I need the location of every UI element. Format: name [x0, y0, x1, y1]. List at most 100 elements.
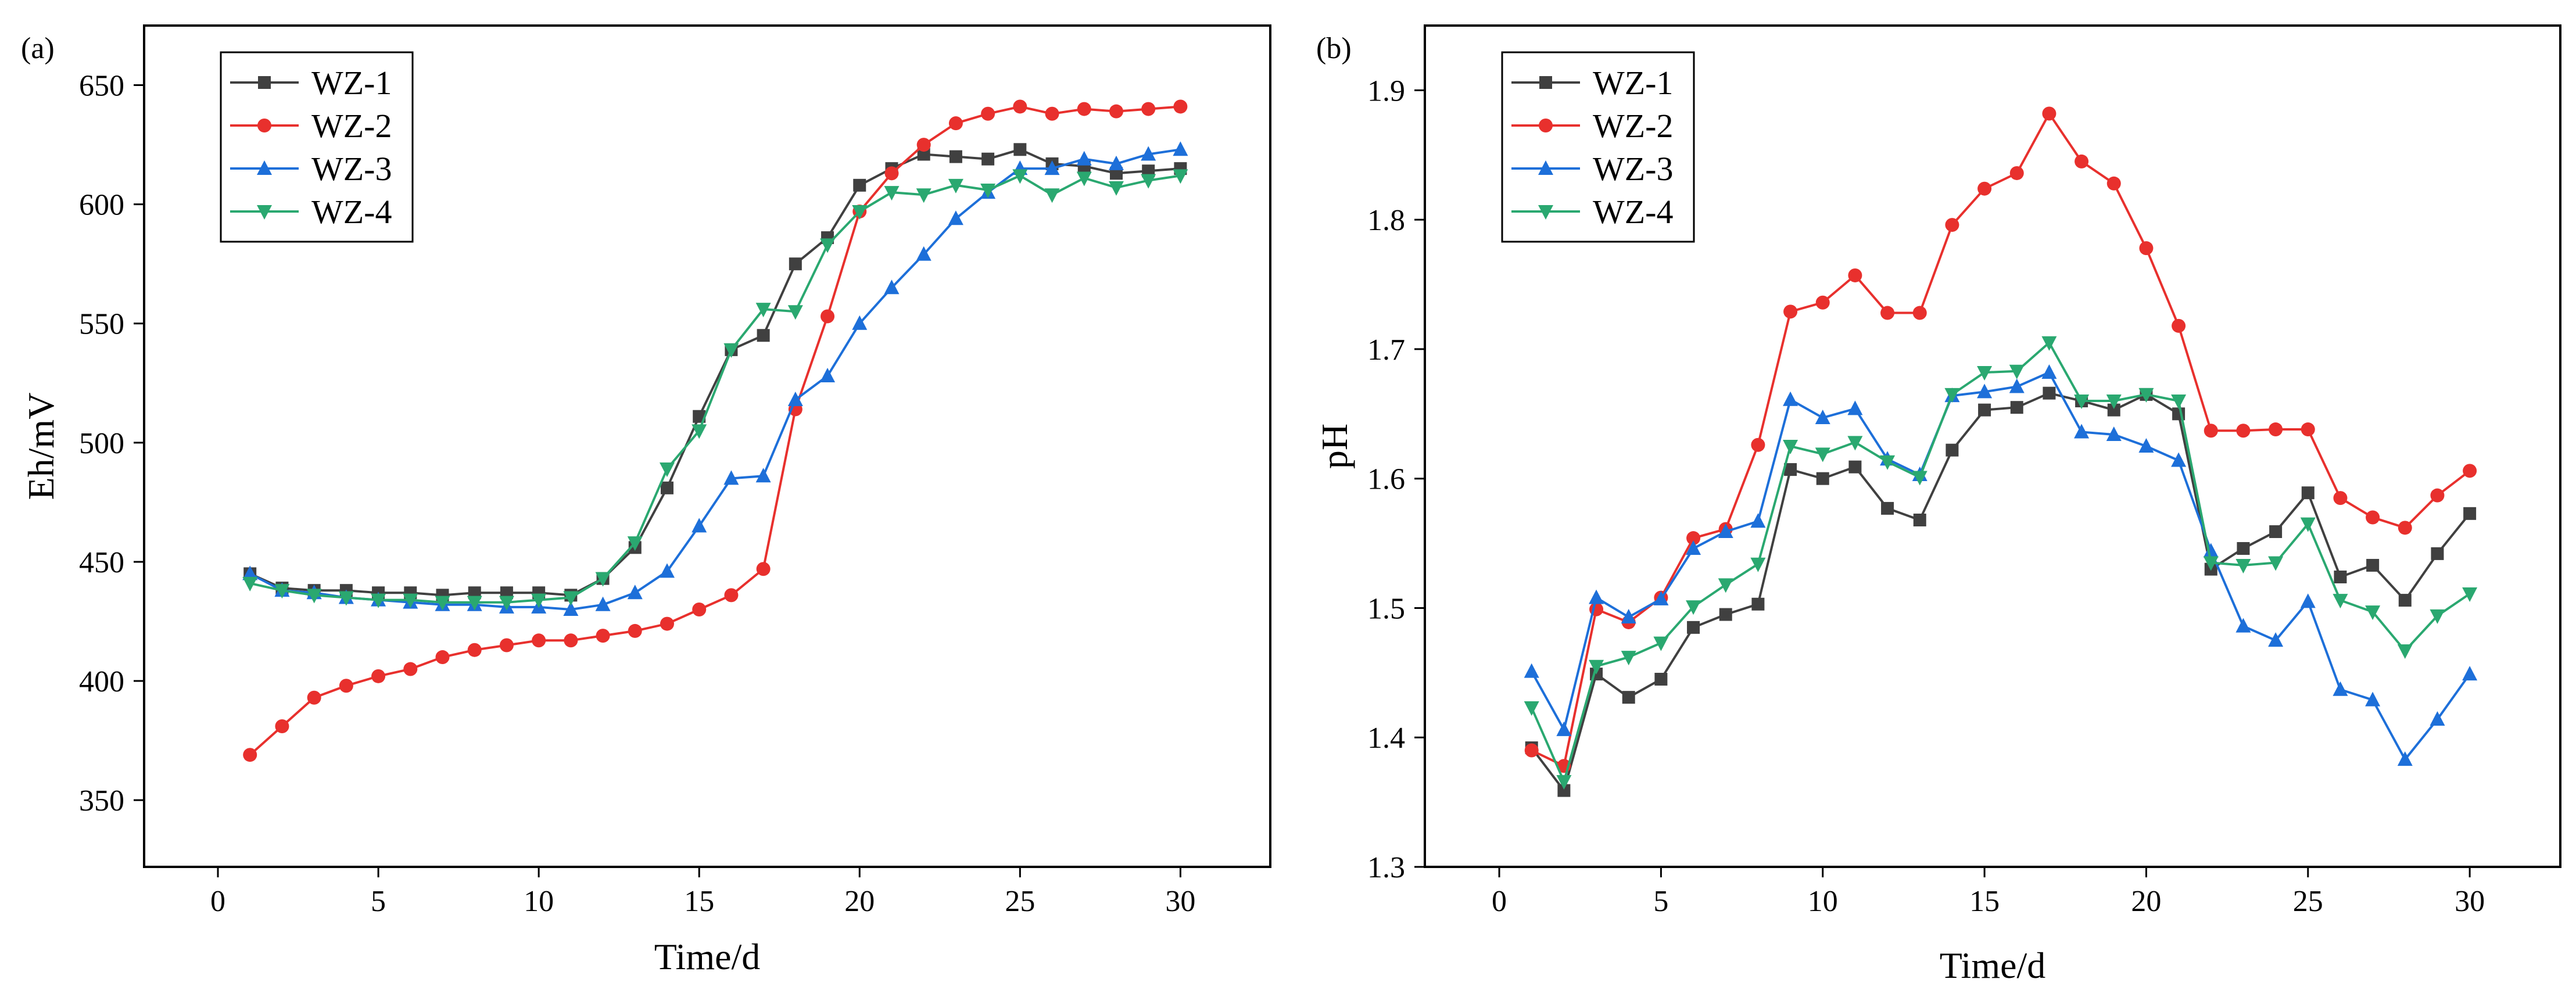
data-point [659, 563, 675, 578]
data-point [1686, 600, 1701, 615]
data-point [1815, 409, 1830, 424]
data-point [1108, 181, 1124, 196]
data-point [1589, 659, 1604, 675]
data-point [2138, 388, 2154, 403]
data-point [820, 238, 836, 253]
y-axis-title: pH [1314, 424, 1355, 469]
panel-a: (a) 0 5 10 15 20 25 30 350 400 450 500 550 600 650 Ti… [20, 24, 1271, 977]
data-point [1173, 169, 1188, 184]
data-point [2431, 547, 2444, 560]
data-point [2139, 241, 2154, 256]
data-point [884, 279, 900, 295]
y-tick-label: 1.3 [1367, 851, 1405, 884]
data-point [852, 315, 868, 330]
data-point [2365, 691, 2381, 707]
data-point [1108, 155, 1124, 170]
data-point [2301, 422, 2315, 437]
series-wz-4 [1524, 336, 2478, 790]
panel-label: (b) [1316, 32, 1352, 65]
legend-entry: WZ-2 [1511, 107, 1674, 145]
data-point [2235, 618, 2251, 633]
plot-area [1524, 106, 2478, 797]
y-tick-label: 550 [79, 308, 124, 341]
data-point [2009, 364, 2025, 379]
data-point [2398, 521, 2412, 535]
data-point [723, 343, 739, 358]
data-point [2235, 558, 2251, 573]
data-point [499, 596, 514, 611]
data-point [499, 638, 514, 652]
legend-marker [257, 119, 271, 132]
data-point [2269, 422, 2283, 437]
legend-marker [1538, 205, 1553, 220]
data-point [2365, 605, 2381, 621]
data-point [2269, 525, 2283, 539]
data-point [338, 591, 354, 606]
data-point [1847, 400, 1863, 415]
data-point [1847, 436, 1863, 451]
x-tick-label: 5 [371, 885, 386, 918]
data-point [467, 643, 482, 657]
data-point [660, 616, 674, 631]
data-point [532, 633, 546, 648]
plot-area [242, 99, 1188, 762]
data-point [371, 593, 386, 608]
data-point [563, 591, 579, 606]
data-point [2171, 395, 2187, 410]
data-point [1076, 171, 1092, 187]
data-point [1622, 691, 1635, 704]
data-point [1977, 181, 1992, 196]
data-point [2106, 176, 2121, 191]
data-point [1750, 513, 1766, 528]
data-point [2075, 154, 2089, 168]
x-tick-label: 25 [1005, 885, 1035, 918]
legend-entry: WZ-3 [230, 150, 392, 188]
data-point [659, 462, 675, 477]
data-point [627, 536, 643, 551]
series-line [1531, 111, 2471, 768]
data-point [2074, 424, 2090, 439]
data-point [403, 662, 418, 676]
series-line [1531, 392, 2471, 794]
data-point [1718, 578, 1733, 593]
y-tick-label: 500 [79, 427, 124, 460]
y-axis-title: Eh/mV [20, 393, 62, 500]
data-point [2463, 464, 2477, 478]
data-point [1912, 471, 1927, 486]
data-point [1621, 651, 1636, 666]
data-point [981, 106, 995, 121]
data-point [1913, 513, 1926, 526]
data-point [595, 596, 611, 611]
data-point [243, 748, 257, 762]
data-point [371, 669, 386, 683]
data-point [2172, 318, 2186, 333]
plot-frame [1424, 24, 2561, 868]
data-point [2366, 510, 2380, 525]
data-point [2138, 438, 2154, 453]
data-point [1141, 102, 1156, 116]
data-point [948, 178, 963, 193]
y-tick-label: 650 [79, 70, 124, 103]
y-tick-label: 350 [79, 784, 124, 817]
data-point [2203, 543, 2219, 558]
legend-marker [257, 205, 272, 220]
data-point [1556, 721, 1572, 736]
data-point [1524, 743, 1539, 758]
data-point [2333, 681, 2348, 696]
data-point [692, 424, 707, 439]
data-point [1880, 306, 1895, 320]
data-point [1686, 540, 1701, 555]
data-point [2333, 594, 2348, 609]
x-tick-label: 25 [2293, 885, 2323, 918]
legend-marker [1539, 76, 1552, 89]
panel-b: (b) 0 5 10 15 20 25 30 1.3 1.4 1.5 1.6 1.7 1.8 1.9 Ti… [1314, 24, 2561, 986]
data-point [2430, 609, 2445, 624]
series-line [249, 174, 1181, 604]
y-tick-label: 1.8 [1367, 204, 1405, 237]
data-point [755, 468, 771, 483]
data-point [789, 257, 802, 271]
data-point [756, 562, 771, 576]
data-point [1076, 150, 1092, 166]
data-point [2041, 336, 2057, 351]
plot-frame [143, 24, 1271, 868]
